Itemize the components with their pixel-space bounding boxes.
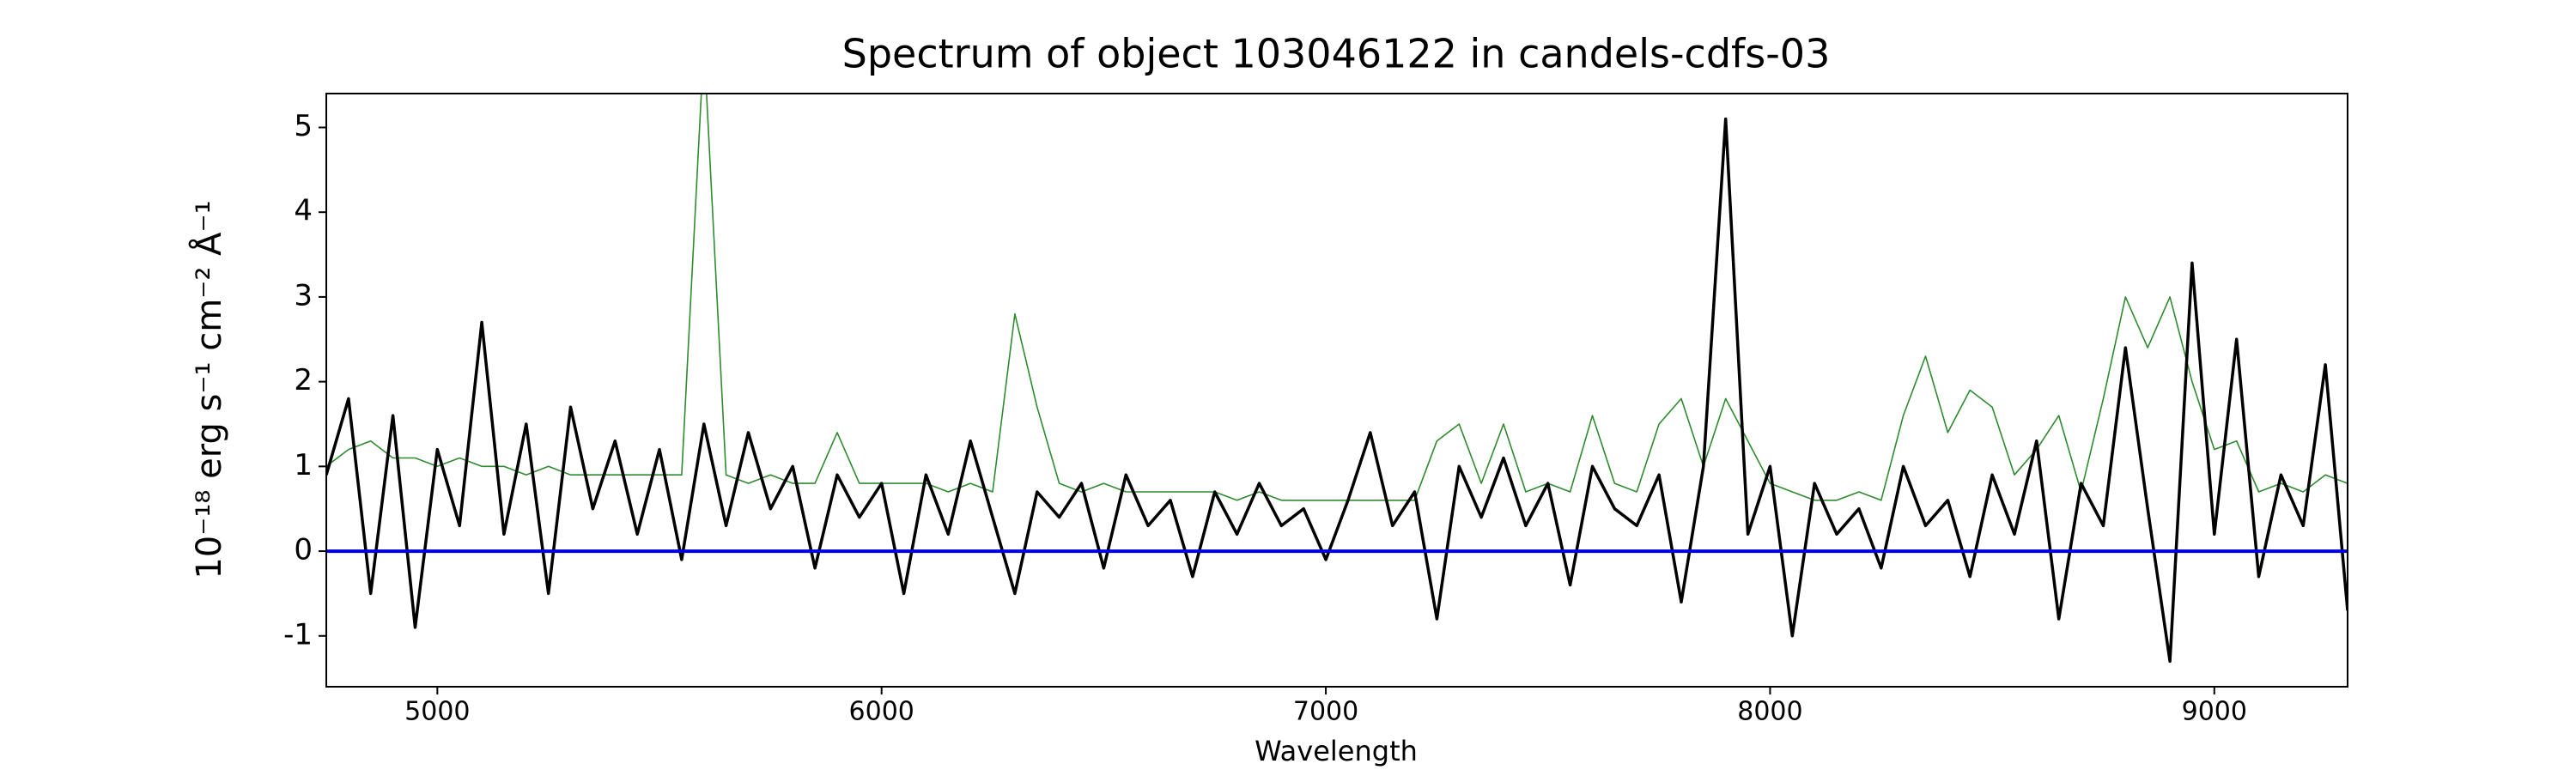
- series-line: [326, 94, 2348, 501]
- x-tick-label: 9000: [2182, 697, 2247, 727]
- x-axis-label: Wavelength: [1255, 735, 1418, 767]
- y-tick-label: 3: [294, 278, 313, 312]
- y-tick-label: 1: [294, 448, 313, 482]
- y-tick-label: -1: [283, 617, 313, 652]
- axes-frame: [325, 93, 2348, 688]
- chart-title: Spectrum of object 103046122 in candels-…: [842, 31, 1831, 77]
- x-tick-label: 7000: [1293, 697, 1358, 727]
- x-tick-label: 8000: [1737, 697, 1802, 727]
- y-tick-label: 5: [294, 109, 313, 143]
- y-tick-label: 0: [294, 533, 313, 567]
- plot-area: [326, 94, 2348, 664]
- series-line: [326, 117, 2348, 664]
- y-axis-label: 10⁻¹⁸ erg s⁻¹ cm⁻² Å⁻¹: [188, 200, 229, 579]
- y-tick-label: 4: [294, 194, 313, 228]
- x-tick-label: 6000: [849, 697, 914, 727]
- y-tick-label: 2: [294, 363, 313, 397]
- x-tick-label: 5000: [404, 697, 470, 727]
